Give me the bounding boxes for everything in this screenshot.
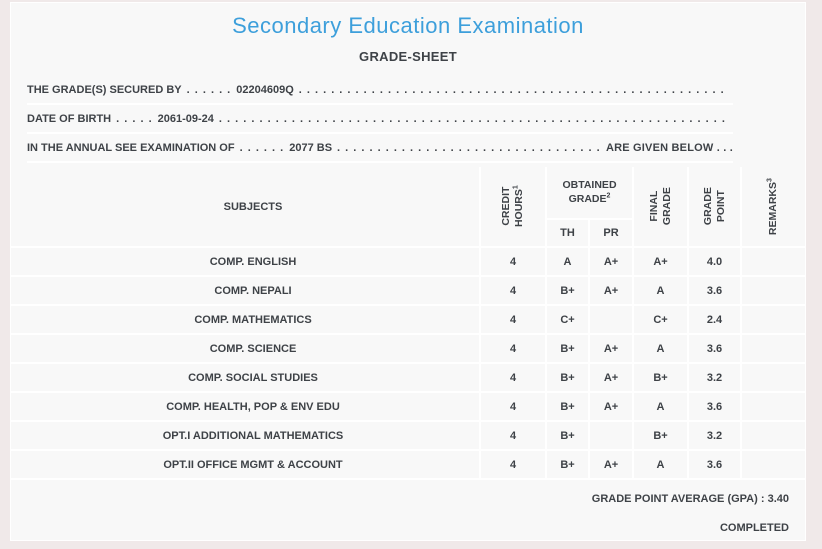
th-grade-cell: B+ [545,391,590,422]
pr-grade-cell [588,420,634,451]
dot-leader-fill: . . . . . . . . . . . . . . . . . . . . … [337,141,601,154]
credit-hours-cell: 4 [479,275,547,306]
credit-hours-cell: 4 [479,246,547,277]
subject-cell: OPT.I ADDITIONAL MATHEMATICS [11,420,481,451]
symbol-number-value: 02204609Q [236,83,294,96]
info-label: THE GRADE(S) SECURED BY [27,83,182,96]
column-header-remarks: REMARKS3 [740,167,805,248]
credit-hours-cell: 4 [479,391,547,422]
final-grade-cell: B+ [632,362,689,393]
final-grade-cell: C+ [632,304,689,335]
info-label: DATE OF BIRTH [27,112,112,125]
gpa-label: GRADE POINT AVERAGE (GPA) : [591,493,765,505]
subject-cell: COMP. SCIENCE [11,333,481,364]
column-header-credit-hours: CREDIT HOURS1 [479,167,547,248]
grades-table-body: COMP. ENGLISH 4 A A+ A+ 4.0 COMP. NEPALI… [11,246,805,480]
th-grade-cell: A [545,246,590,277]
credit-hours-cell: 4 [479,362,547,393]
final-grade-cell: B+ [632,420,689,451]
table-row: COMP. NEPALI 4 B+ A+ A 3.6 [11,275,805,306]
column-header-subjects: SUBJECTS [11,167,481,248]
table-row: COMP. SCIENCE 4 B+ A+ A 3.6 [11,333,805,364]
gpa-value: 3.40 [767,493,789,505]
th-grade-cell: C+ [545,304,590,335]
final-grade-cell: A [632,333,689,364]
pr-grade-cell: A+ [588,333,634,364]
th-grade-cell: B+ [545,449,590,480]
pr-grade-cell: A+ [588,391,634,422]
remarks-cell [740,391,805,422]
dot-leader: . . . . . . [239,141,285,154]
table-row: COMP. SOCIAL STUDIES 4 B+ A+ B+ 3.2 [11,362,805,393]
remarks-cell [740,246,805,277]
dot-leader-fill: . . . . . . . . . . . . . . . . . . . . … [298,83,728,96]
info-line-examination-year: IN THE ANNUAL SEE EXAMINATION OF . . . .… [27,134,733,163]
pr-grade-cell: A+ [588,275,634,306]
remarks-cell [740,420,805,451]
dot-leader: . . . . . . [186,83,232,96]
remarks-cell [740,275,805,306]
grade-sheet-card: Secondary Education Examination GRADE-SH… [10,2,806,541]
remarks-cell [740,304,805,335]
grade-point-cell: 3.2 [687,420,742,451]
remarks-cell [740,333,805,364]
table-row: COMP. MATHEMATICS 4 C+ C+ 2.4 [11,304,805,335]
pr-grade-cell: A+ [588,449,634,480]
credit-hours-cell: 4 [479,449,547,480]
date-of-birth-value: 2061-09-24 [157,112,214,125]
info-line-date-of-birth: DATE OF BIRTH . . . . . 2061-09-24 . . .… [27,105,733,134]
status-completed: COMPLETED [719,522,789,534]
remarks-cell [740,449,805,480]
subject-cell: COMP. NEPALI [11,275,481,306]
page-title: Secondary Education Examination [232,13,584,38]
exam-year-value: 2077 BS [289,141,333,154]
grade-point-cell: 2.4 [687,304,742,335]
info-label: IN THE ANNUAL SEE EXAMINATION OF [27,141,235,154]
column-header-final-grade: FINAL GRADE [632,167,689,248]
table-row: COMP. ENGLISH 4 A A+ A+ 4.0 [11,246,805,277]
column-header-pr: PR [588,218,633,248]
subject-cell: COMP. SOCIAL STUDIES [11,362,481,393]
info-suffix: ARE GIVEN BELOW . . . [605,141,733,154]
table-row: COMP. HEALTH, POP & ENV EDU 4 B+ A+ A 3.… [11,391,805,422]
column-header-grade-point: GRADE POINT [687,167,742,248]
grade-point-cell: 3.6 [687,333,742,364]
subject-cell: COMP. HEALTH, POP & ENV EDU [11,391,481,422]
grade-point-cell: 3.6 [687,449,742,480]
table-row: OPT.I ADDITIONAL MATHEMATICS 4 B+ B+ 3.2 [11,420,805,451]
final-grade-cell: A [632,391,689,422]
pr-grade-cell: A+ [588,362,634,393]
credit-hours-cell: 4 [479,420,547,451]
remarks-cell [740,362,805,393]
credit-hours-cell: 4 [479,304,547,335]
pr-grade-cell [588,304,634,335]
subject-cell: OPT.II OFFICE MGMT & ACCOUNT [11,449,481,480]
credit-hours-cell: 4 [479,333,547,364]
dot-leader: . . . . . [116,112,153,125]
final-grade-cell: A [632,275,689,306]
grade-point-cell: 3.2 [687,362,742,393]
student-info-section: THE GRADE(S) SECURED BY . . . . . . 0220… [11,76,805,163]
grade-point-cell: 3.6 [687,275,742,306]
th-grade-cell: B+ [545,275,590,306]
column-header-th: TH [546,218,590,248]
table-row: OPT.II OFFICE MGMT & ACCOUNT 4 B+ A+ A 3… [11,449,805,480]
grade-point-cell: 3.6 [687,391,742,422]
th-grade-cell: B+ [545,362,590,393]
final-grade-cell: A+ [632,246,689,277]
grade-sheet-subtitle: GRADE-SHEET [359,49,457,64]
column-header-obtained-grade: OBTAINED GRADE2 [545,167,634,220]
pr-grade-cell: A+ [588,246,634,277]
final-grade-cell: A [632,449,689,480]
dot-leader-fill: . . . . . . . . . . . . . . . . . . . . … [218,112,728,125]
subject-cell: COMP. ENGLISH [11,246,481,277]
th-grade-cell: B+ [545,333,590,364]
grades-table: SUBJECTS CREDIT HOURS1 OBTAINED GRADE2 F… [11,167,805,480]
gpa-line: GRADE POINT AVERAGE (GPA) : 3.40 [11,493,805,505]
subject-cell: COMP. MATHEMATICS [11,304,481,335]
th-grade-cell: B+ [545,420,590,451]
info-line-grades-secured-by: THE GRADE(S) SECURED BY . . . . . . 0220… [27,76,733,105]
grade-point-cell: 4.0 [687,246,742,277]
